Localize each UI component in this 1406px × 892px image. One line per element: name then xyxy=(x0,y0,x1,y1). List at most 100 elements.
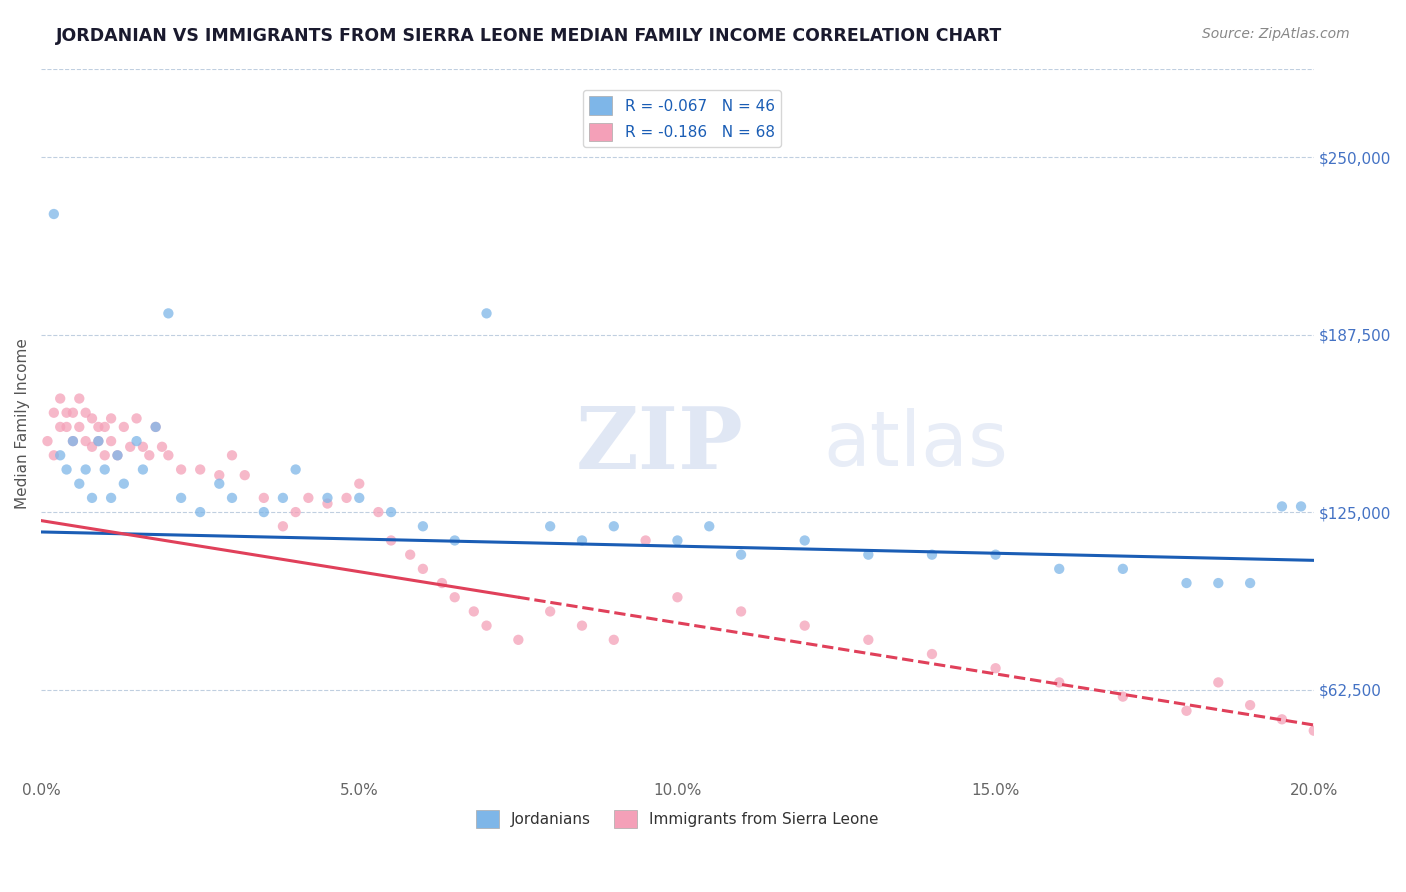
Legend: Jordanians, Immigrants from Sierra Leone: Jordanians, Immigrants from Sierra Leone xyxy=(470,804,884,834)
Point xyxy=(380,533,402,548)
Point xyxy=(125,411,148,425)
Point xyxy=(125,434,148,449)
Point xyxy=(921,647,943,661)
Point xyxy=(475,618,498,632)
Point xyxy=(208,468,231,483)
Point xyxy=(93,462,115,476)
Point xyxy=(1239,698,1261,712)
Point xyxy=(120,440,142,454)
Point xyxy=(55,462,77,476)
Point xyxy=(1302,723,1324,738)
Point xyxy=(75,434,97,449)
Point xyxy=(335,491,357,505)
Point xyxy=(75,462,97,476)
Point xyxy=(858,632,880,647)
Point xyxy=(1289,500,1312,514)
Point xyxy=(42,207,65,221)
Point xyxy=(349,491,371,505)
Point xyxy=(42,406,65,420)
Point xyxy=(253,491,276,505)
Point xyxy=(55,406,77,420)
Point xyxy=(284,462,307,476)
Point xyxy=(145,420,167,434)
Point xyxy=(233,468,256,483)
Point xyxy=(42,448,65,462)
Point xyxy=(93,420,115,434)
Text: atlas: atlas xyxy=(824,408,1008,482)
Point xyxy=(1175,576,1198,591)
Point xyxy=(100,411,122,425)
Point xyxy=(62,434,84,449)
Point xyxy=(271,491,294,505)
Point xyxy=(316,491,339,505)
Point xyxy=(443,533,465,548)
Point xyxy=(157,306,180,320)
Point xyxy=(37,434,59,449)
Point xyxy=(297,491,319,505)
Point xyxy=(67,392,90,406)
Point xyxy=(571,618,593,632)
Point xyxy=(80,440,103,454)
Point xyxy=(666,591,689,605)
Point xyxy=(87,434,110,449)
Point xyxy=(603,632,626,647)
Point xyxy=(380,505,402,519)
Point xyxy=(538,604,561,618)
Point xyxy=(984,661,1007,675)
Point xyxy=(188,462,211,476)
Point xyxy=(508,632,530,647)
Point xyxy=(221,448,243,462)
Point xyxy=(100,434,122,449)
Point xyxy=(921,548,943,562)
Point xyxy=(107,448,129,462)
Point xyxy=(412,519,434,533)
Point xyxy=(1047,562,1070,576)
Point xyxy=(87,420,110,434)
Point xyxy=(221,491,243,505)
Point xyxy=(93,448,115,462)
Point xyxy=(112,420,135,434)
Point xyxy=(100,491,122,505)
Point xyxy=(62,406,84,420)
Point xyxy=(284,505,307,519)
Point xyxy=(107,448,129,462)
Point xyxy=(112,476,135,491)
Point xyxy=(157,448,180,462)
Point xyxy=(1271,712,1294,726)
Point xyxy=(253,505,276,519)
Point xyxy=(430,576,453,591)
Point xyxy=(67,420,90,434)
Point xyxy=(145,420,167,434)
Point xyxy=(603,519,626,533)
Point xyxy=(1239,576,1261,591)
Point xyxy=(188,505,211,519)
Point xyxy=(1208,675,1230,690)
Point xyxy=(463,604,485,618)
Point xyxy=(55,420,77,434)
Point xyxy=(132,462,155,476)
Point xyxy=(571,533,593,548)
Point xyxy=(87,434,110,449)
Point xyxy=(349,476,371,491)
Point xyxy=(1047,675,1070,690)
Point xyxy=(49,392,72,406)
Point xyxy=(75,406,97,420)
Point xyxy=(138,448,160,462)
Point xyxy=(475,306,498,320)
Point xyxy=(80,491,103,505)
Text: Source: ZipAtlas.com: Source: ZipAtlas.com xyxy=(1202,27,1350,41)
Point xyxy=(538,519,561,533)
Point xyxy=(1208,576,1230,591)
Point xyxy=(984,548,1007,562)
Point xyxy=(271,519,294,533)
Point xyxy=(793,618,815,632)
Point xyxy=(634,533,657,548)
Point xyxy=(730,604,752,618)
Point xyxy=(1112,562,1135,576)
Text: ZIP: ZIP xyxy=(575,402,744,487)
Point xyxy=(1175,704,1198,718)
Point xyxy=(697,519,720,533)
Point xyxy=(399,548,422,562)
Point xyxy=(49,448,72,462)
Point xyxy=(49,420,72,434)
